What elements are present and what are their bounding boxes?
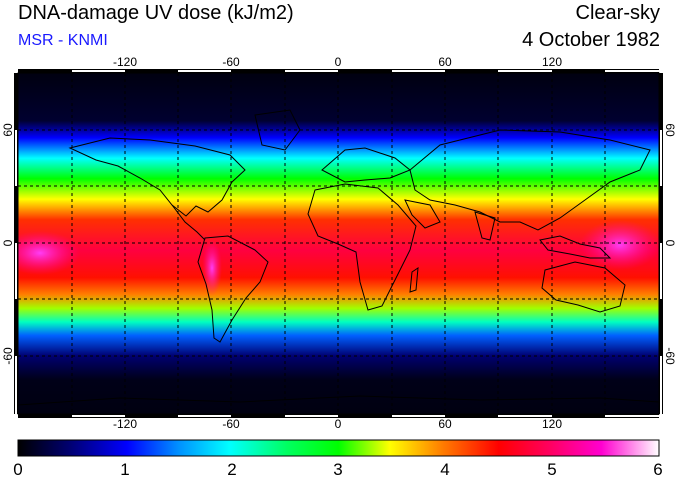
- lon-tick-labels-top: -120 -60 0 60 120: [113, 55, 562, 69]
- lon-tick-label: -120: [113, 417, 137, 431]
- lat-tick-label: 0: [663, 240, 677, 247]
- colorbar-label: 0: [13, 460, 22, 479]
- lon-tick-label: -60: [222, 417, 240, 431]
- colorbar-label: 3: [333, 460, 342, 479]
- colorbar-label: 2: [227, 460, 236, 479]
- lat-tick-label: -60: [663, 347, 677, 365]
- lon-tick-label: 120: [542, 55, 562, 69]
- lon-tick-label: 60: [438, 55, 452, 69]
- sky-condition-label: Clear-sky: [575, 2, 660, 24]
- lat-tick-label: -60: [1, 347, 15, 365]
- date-label: 4 October 1982: [522, 29, 660, 51]
- lon-tick-label: 0: [335, 417, 342, 431]
- colorbar-labels: 0 1 2 3 4 5 6: [13, 460, 662, 479]
- map-gridlines: [18, 73, 659, 414]
- map-frame: [14, 69, 663, 418]
- coastlines: [18, 109, 659, 406]
- chart-title: DNA-damage UV dose (kJ/m2): [18, 2, 294, 24]
- lon-tick-label: -120: [113, 55, 137, 69]
- lon-tick-label: 120: [542, 417, 562, 431]
- colorbar: [17, 439, 660, 457]
- lon-tick-label: 60: [438, 417, 452, 431]
- lat-tick-labels-left: 60 0 -60: [1, 123, 15, 365]
- lat-tick-label: 60: [1, 123, 15, 137]
- colorbar-label: 5: [547, 460, 556, 479]
- colorbar-label: 6: [653, 460, 662, 479]
- lon-tick-label: -60: [222, 55, 240, 69]
- colorbar-label: 1: [120, 460, 129, 479]
- lon-tick-labels-bottom: -120 -60 0 60 120: [113, 417, 562, 431]
- lat-tick-labels-right: 60 0 -60: [663, 123, 677, 365]
- source-label: MSR - KNMI: [18, 32, 108, 49]
- lat-tick-label: 0: [1, 239, 15, 246]
- colorbar-label: 4: [440, 460, 449, 479]
- lon-tick-label: 0: [335, 55, 342, 69]
- lat-tick-label: 60: [663, 123, 677, 137]
